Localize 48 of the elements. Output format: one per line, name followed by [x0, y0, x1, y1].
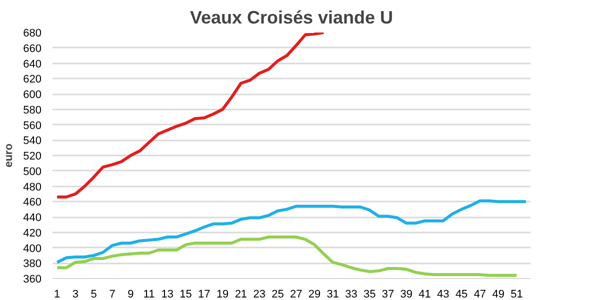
x-tick-label: 51 — [510, 288, 523, 300]
y-tick-label: 400 — [23, 242, 42, 255]
x-tick-label: 13 — [161, 288, 174, 300]
y-tick-label: 520 — [23, 150, 42, 162]
line-series — [56, 199, 528, 264]
x-tick-label: 37 — [382, 288, 394, 300]
x-tick-label: 15 — [180, 288, 192, 300]
x-tick-label: 31 — [326, 288, 339, 300]
y-tick-label: 580 — [23, 104, 42, 116]
x-tick-label: 5 — [90, 288, 97, 300]
x-tick-label: 9 — [128, 288, 134, 300]
x-tick-label: 27 — [290, 288, 302, 300]
y-tick-label: 500 — [23, 166, 42, 178]
x-tick-label: 21 — [234, 288, 248, 300]
x-tick-label: 33 — [345, 288, 358, 300]
x-tick-label: 19 — [216, 288, 229, 300]
y-tick-label: 540 — [23, 135, 42, 148]
y-tick-label: 440 — [23, 212, 42, 224]
x-tick-label: 35 — [364, 288, 376, 300]
x-tick-label: 23 — [253, 288, 266, 300]
x-tick-label: 41 — [418, 288, 431, 300]
y-tick-label: 560 — [23, 120, 42, 132]
x-tick-label: 3 — [72, 288, 79, 300]
x-tick-label: 47 — [474, 288, 486, 300]
x-tick-label: 43 — [437, 288, 450, 300]
y-tick-label: 380 — [23, 258, 42, 270]
line-series — [56, 32, 326, 199]
y-tick-label: 640 — [23, 58, 42, 70]
y-tick-label: 680 — [23, 28, 42, 40]
x-tick-label: 49 — [492, 288, 504, 300]
y-tick-label: 620 — [23, 74, 42, 86]
x-tick-label: 1 — [54, 288, 60, 300]
x-tick-label: 25 — [272, 288, 284, 300]
x-tick-label: 29 — [308, 288, 321, 300]
x-tick-label: 7 — [109, 288, 116, 300]
x-tick-label: 39 — [400, 288, 413, 300]
x-tick-label: 17 — [198, 288, 210, 300]
chart-title: Veaux Croisés viande U — [190, 8, 394, 28]
y-tick-label: 660 — [23, 42, 42, 55]
x-tick-label: 11 — [143, 288, 155, 300]
line-series — [56, 235, 518, 277]
y-axis-title: euro — [3, 143, 16, 168]
y-tick-label: 420 — [23, 227, 42, 240]
y-tick-label: 600 — [23, 89, 42, 101]
y-tick-label: 360 — [23, 274, 42, 286]
y-tick-label: 460 — [23, 196, 42, 209]
x-tick-label: 45 — [455, 288, 468, 300]
y-tick-label: 480 — [23, 181, 42, 194]
